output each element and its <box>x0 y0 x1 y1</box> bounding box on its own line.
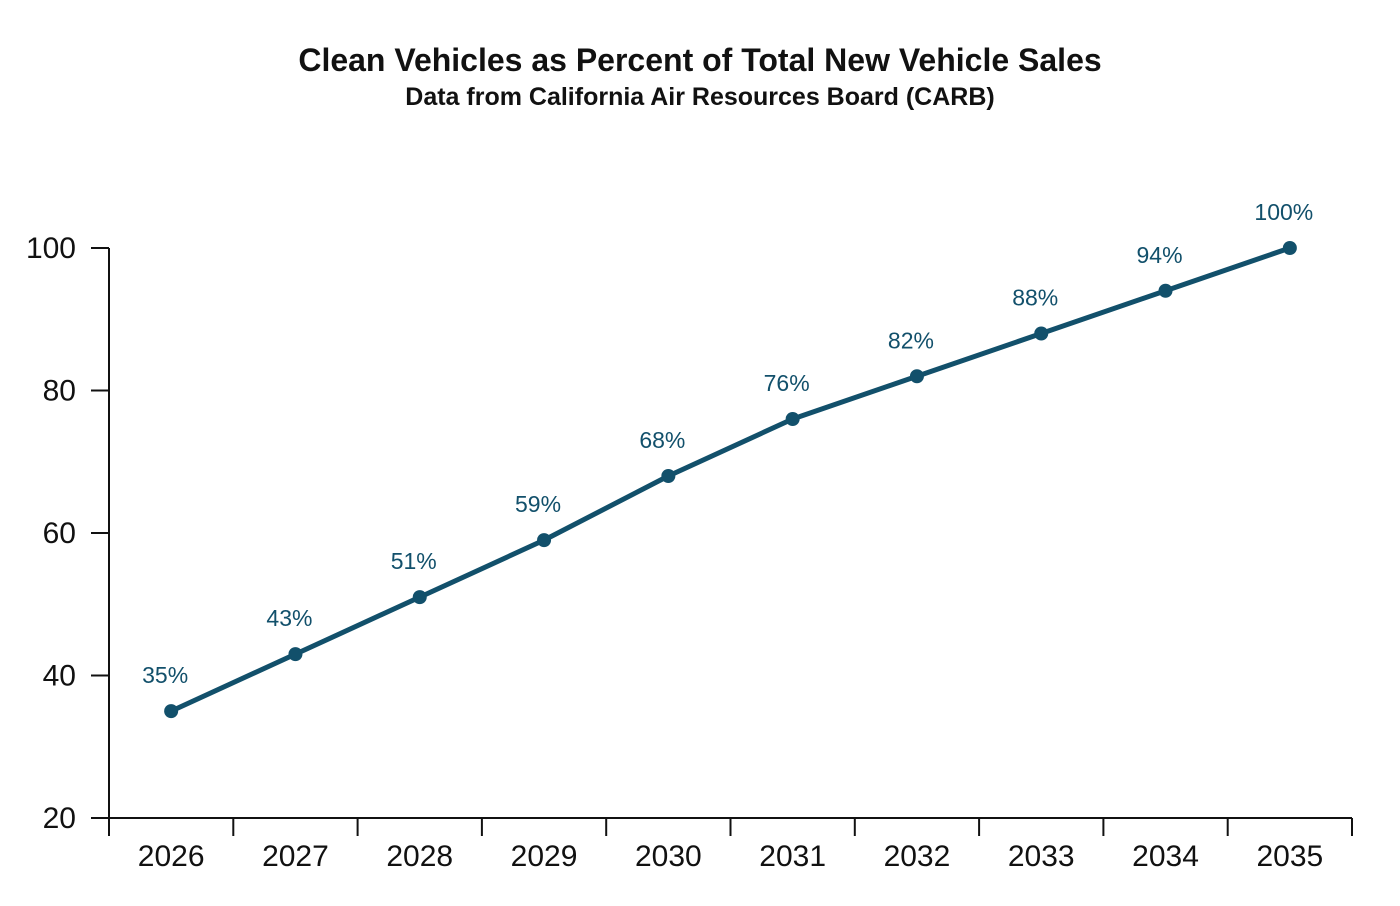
data-point <box>661 469 676 483</box>
chart-header: Clean Vehicles as Percent of Total New V… <box>0 40 1400 114</box>
y-tick-label: 60 <box>43 517 76 550</box>
x-tick-label: 2035 <box>1256 840 1323 873</box>
data-label: 76% <box>764 370 810 396</box>
data-label: 88% <box>1012 285 1058 311</box>
data-label: 68% <box>639 427 685 453</box>
data-point <box>164 704 179 719</box>
data-point <box>412 590 427 605</box>
chart-subtitle: Data from California Air Resources Board… <box>405 83 995 111</box>
data-point <box>537 533 552 548</box>
x-tick-label: 2031 <box>759 840 826 873</box>
data-point <box>1158 283 1173 298</box>
data-point <box>1034 326 1049 341</box>
data-label: 94% <box>1137 242 1183 268</box>
data-point <box>785 412 800 426</box>
y-tick-label: 80 <box>43 375 76 408</box>
data-point <box>288 647 303 662</box>
data-label: 51% <box>391 548 437 574</box>
x-tick-label: 2032 <box>884 840 951 873</box>
data-label: 82% <box>888 327 934 353</box>
y-tick-label: 100 <box>26 232 76 265</box>
y-tick-label: 40 <box>43 660 76 693</box>
x-tick-label: 2033 <box>1008 840 1075 873</box>
x-tick-label: 2026 <box>138 840 205 873</box>
x-tick-label: 2028 <box>386 840 453 873</box>
x-tick-label: 2029 <box>511 840 578 873</box>
x-tick-label: 2030 <box>635 840 702 873</box>
data-label: 100% <box>1254 199 1313 225</box>
data-label: 43% <box>266 605 312 631</box>
data-label: 59% <box>515 491 561 517</box>
y-tick-label: 20 <box>43 802 76 835</box>
data-point <box>1282 241 1297 255</box>
x-tick-label: 2034 <box>1132 840 1199 873</box>
x-tick-label: 2027 <box>262 840 329 873</box>
series-line <box>168 245 1293 714</box>
data-point <box>909 369 924 384</box>
chart-title: Clean Vehicles as Percent of Total New V… <box>298 42 1102 78</box>
data-label: 35% <box>142 662 188 688</box>
